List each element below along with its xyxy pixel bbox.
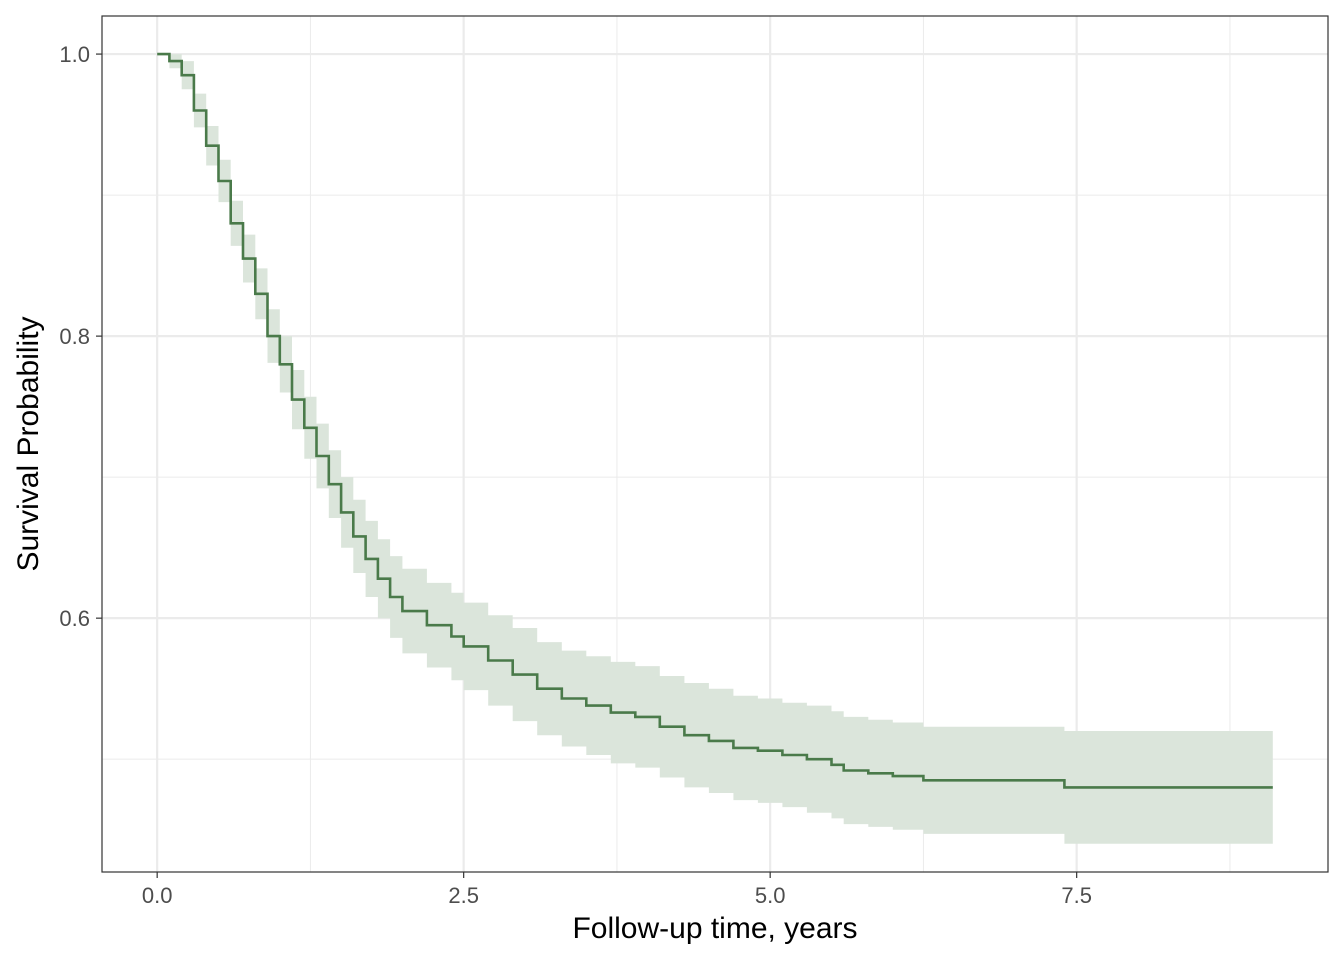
y-tick-label: 0.8 xyxy=(59,324,90,349)
confidence-band xyxy=(157,54,1273,844)
grid-lines xyxy=(102,16,1328,872)
panel-border xyxy=(101,15,1329,873)
x-axis-ticks: 0.0 2.5 5.0 7.5 xyxy=(142,872,1092,908)
y-axis-ticks: 0.6 0.8 1.0 xyxy=(59,42,102,631)
x-tick-label: 0.0 xyxy=(142,883,173,908)
x-tick-label: 5.0 xyxy=(755,883,786,908)
x-tick-label: 2.5 xyxy=(448,883,479,908)
confidence-band-layer xyxy=(157,54,1273,844)
survival-curve-layer xyxy=(157,52,1273,789)
y-tick-label: 1.0 xyxy=(59,42,90,67)
x-axis-title: Follow-up time, years xyxy=(572,912,857,945)
x-tick-label: 7.5 xyxy=(1061,883,1092,908)
y-axis-title: Survival Probability xyxy=(12,316,45,571)
y-tick-label: 0.6 xyxy=(59,606,90,631)
survival-curve xyxy=(157,52,1273,789)
